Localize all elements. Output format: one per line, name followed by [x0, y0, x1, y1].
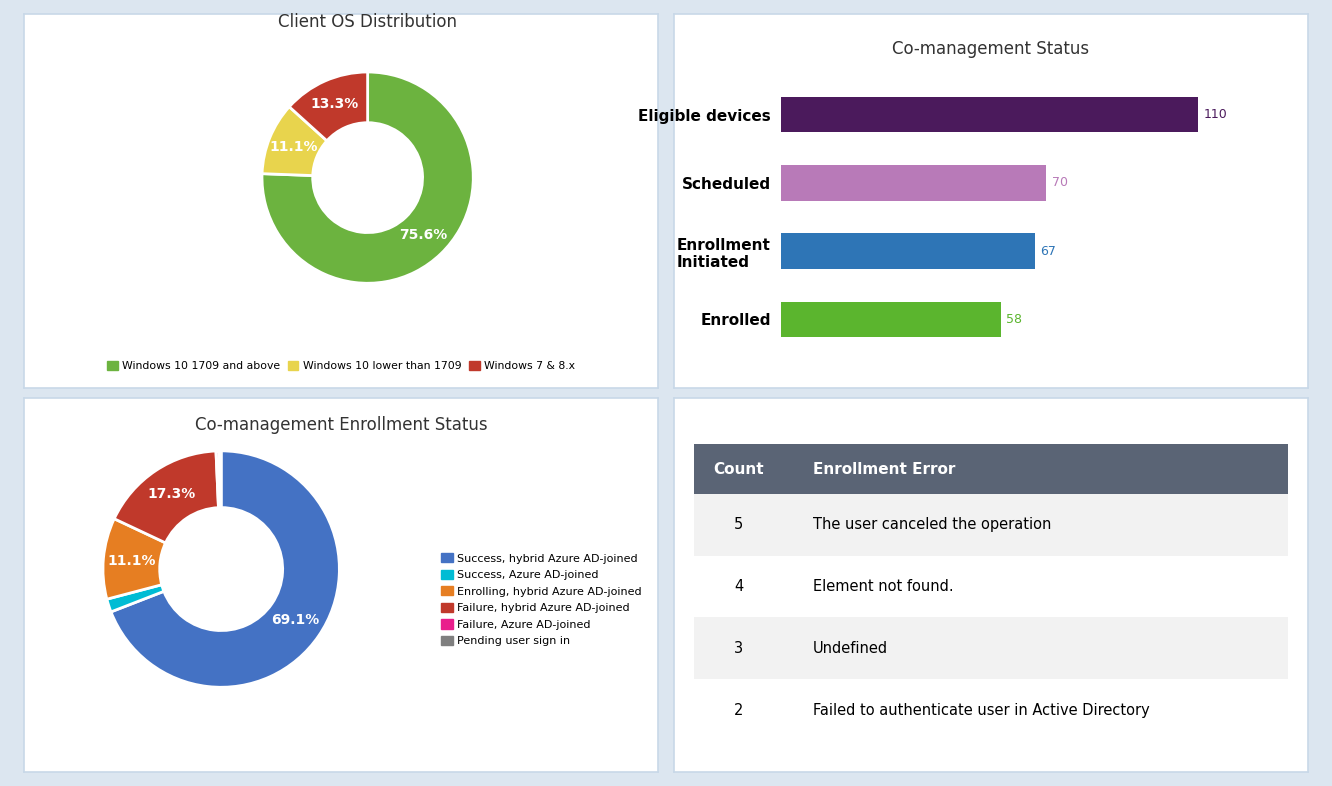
Wedge shape	[218, 451, 221, 508]
Wedge shape	[115, 451, 218, 543]
Text: 4: 4	[734, 579, 743, 594]
Text: Co-management Enrollment Status: Co-management Enrollment Status	[194, 417, 488, 435]
Bar	[781, 233, 1035, 269]
Bar	[694, 679, 1288, 741]
Text: 5: 5	[734, 517, 743, 532]
Bar	[694, 556, 1288, 617]
Bar	[694, 494, 1288, 556]
Wedge shape	[103, 519, 165, 599]
Text: Co-management Status: Co-management Status	[892, 40, 1090, 58]
Text: 17.3%: 17.3%	[148, 487, 196, 501]
Legend: Success, hybrid Azure AD-joined, Success, Azure AD-joined, Enrolling, hybrid Azu: Success, hybrid Azure AD-joined, Success…	[437, 549, 646, 651]
Text: 70: 70	[1052, 176, 1068, 189]
Wedge shape	[262, 72, 473, 283]
Text: Undefined: Undefined	[813, 641, 888, 656]
Text: Element not found.: Element not found.	[813, 579, 954, 594]
Text: 11.1%: 11.1%	[269, 141, 317, 154]
Text: Count: Count	[713, 461, 763, 476]
Text: 75.6%: 75.6%	[400, 229, 448, 242]
Wedge shape	[107, 585, 164, 612]
Text: 3: 3	[734, 641, 743, 656]
Text: 11.1%: 11.1%	[108, 554, 156, 568]
Text: 58: 58	[1006, 313, 1022, 326]
Text: Enrollment Error: Enrollment Error	[813, 461, 955, 476]
Bar	[781, 302, 1000, 337]
Wedge shape	[216, 451, 220, 508]
Text: 110: 110	[1204, 108, 1227, 121]
Text: 67: 67	[1040, 244, 1056, 258]
Bar	[694, 617, 1288, 679]
Bar	[694, 444, 1288, 494]
Title: Client OS Distribution: Client OS Distribution	[278, 13, 457, 31]
Text: The user canceled the operation: The user canceled the operation	[813, 517, 1051, 532]
Text: 2: 2	[734, 703, 743, 718]
Wedge shape	[111, 451, 340, 687]
Text: Failed to authenticate user in Active Directory: Failed to authenticate user in Active Di…	[813, 703, 1150, 718]
Bar	[781, 97, 1197, 132]
Wedge shape	[289, 72, 368, 141]
Wedge shape	[262, 107, 326, 175]
Text: 69.1%: 69.1%	[272, 613, 320, 626]
Legend: Windows 10 1709 and above, Windows 10 lower than 1709, Windows 7 & 8.x: Windows 10 1709 and above, Windows 10 lo…	[103, 357, 579, 376]
Text: 13.3%: 13.3%	[310, 97, 360, 112]
Bar	[781, 165, 1046, 200]
